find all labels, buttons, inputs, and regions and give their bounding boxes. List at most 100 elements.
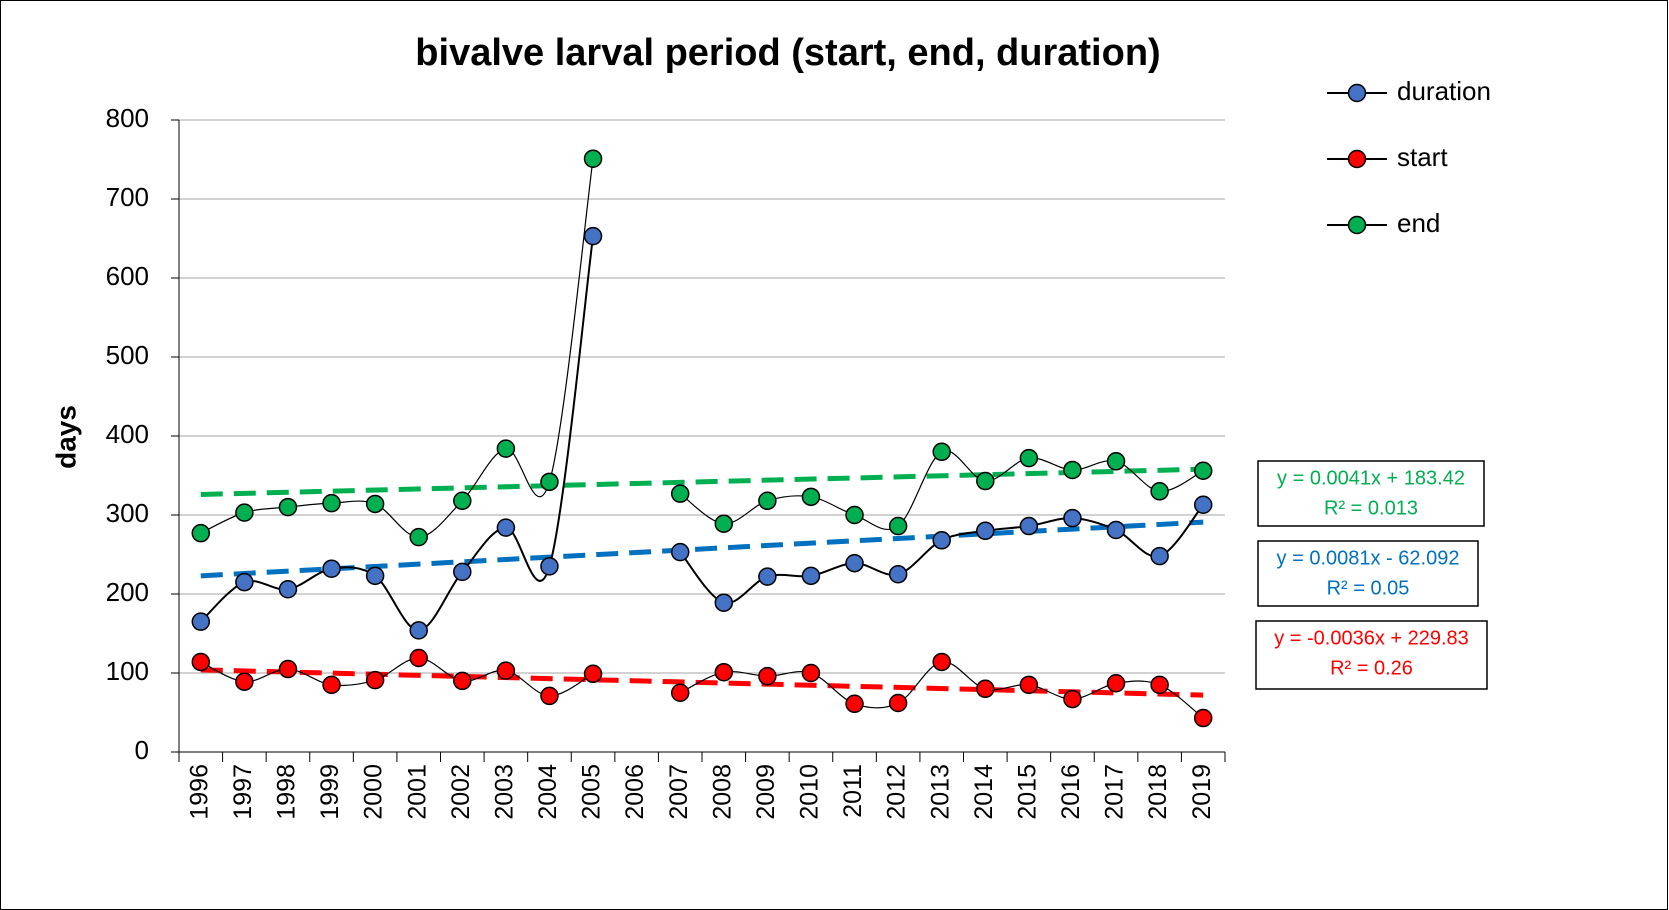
data-point xyxy=(1019,516,1039,536)
data-point xyxy=(409,527,428,547)
x-tick-label: 2019 xyxy=(1188,764,1216,820)
data-point xyxy=(540,686,559,706)
x-tick-label: 2010 xyxy=(796,764,824,820)
data-point xyxy=(540,557,559,576)
y-tick-label: 500 xyxy=(106,340,149,370)
data-point xyxy=(1063,689,1082,709)
data-point xyxy=(1106,520,1126,540)
data-point xyxy=(322,559,341,578)
x-tick-label: 2003 xyxy=(490,764,518,820)
y-tick-label: 300 xyxy=(106,498,149,528)
data-point xyxy=(888,565,908,584)
data-point xyxy=(976,679,995,699)
data-point xyxy=(583,149,603,168)
data-point xyxy=(496,661,516,680)
legend-label: duration xyxy=(1397,76,1491,106)
data-point xyxy=(670,683,690,702)
y-tick-label: 400 xyxy=(106,419,149,449)
x-tick-label: 2000 xyxy=(360,764,388,820)
data-point xyxy=(496,518,516,537)
trend-line xyxy=(200,667,1204,698)
data-point xyxy=(278,497,298,517)
data-point xyxy=(278,580,298,599)
x-tick-label: 2018 xyxy=(1144,764,1172,820)
equation-text: y = 0.0041x + 183.42 xyxy=(1277,467,1465,489)
x-tick-label: 2016 xyxy=(1057,764,1085,820)
x-tick-label: 2017 xyxy=(1101,764,1129,820)
data-point xyxy=(322,493,341,513)
data-point xyxy=(235,503,254,522)
data-point xyxy=(583,226,603,246)
y-tick-label: 0 xyxy=(135,735,149,765)
data-point xyxy=(976,521,995,541)
legend-label: start xyxy=(1397,142,1448,172)
data-point xyxy=(322,675,341,695)
equation-box xyxy=(1255,620,1488,690)
x-tick-label: 2012 xyxy=(883,764,911,820)
data-point xyxy=(845,505,864,525)
data-point xyxy=(1063,508,1082,528)
data-point xyxy=(801,663,821,683)
equation-text: R² = 0.013 xyxy=(1324,497,1418,519)
data-point xyxy=(409,648,428,668)
equation-box xyxy=(1257,460,1485,527)
equation-text: R² = 0.05 xyxy=(1327,577,1410,599)
data-point xyxy=(845,553,864,573)
data-point xyxy=(1019,448,1039,468)
data-point xyxy=(932,442,951,462)
x-tick-label: 2001 xyxy=(403,764,431,820)
data-point xyxy=(365,494,385,514)
legend-label: end xyxy=(1397,208,1440,238)
equation-box xyxy=(1257,540,1479,607)
x-tick-label: 2007 xyxy=(665,764,693,820)
data-point xyxy=(801,566,821,586)
data-point xyxy=(888,516,908,536)
x-tick-label: 1997 xyxy=(229,764,257,820)
y-tick-label: 800 xyxy=(106,103,149,133)
y-tick-label: 200 xyxy=(106,577,149,607)
x-tick-label: 2015 xyxy=(1013,764,1041,820)
data-point xyxy=(1106,452,1126,471)
data-point xyxy=(845,694,864,714)
data-point xyxy=(1193,461,1213,481)
data-point xyxy=(714,662,734,682)
y-axis-label: days xyxy=(50,405,81,469)
data-point xyxy=(453,562,472,582)
data-point xyxy=(714,593,734,612)
data-point xyxy=(365,566,385,586)
x-tick-label: 2014 xyxy=(970,764,998,820)
x-tick-label: 1999 xyxy=(316,764,344,820)
data-point xyxy=(191,523,211,543)
data-point xyxy=(1193,495,1213,514)
data-point xyxy=(191,652,211,672)
data-point xyxy=(976,471,995,491)
data-point xyxy=(670,484,690,503)
y-tick-label: 600 xyxy=(106,261,149,291)
data-point xyxy=(1193,708,1213,728)
data-point xyxy=(235,672,254,691)
data-point xyxy=(365,670,385,690)
equation-text: R² = 0.26 xyxy=(1330,657,1413,679)
x-tick-label: 2006 xyxy=(621,764,649,820)
data-point xyxy=(409,621,428,640)
data-point xyxy=(888,693,908,713)
data-point xyxy=(1106,674,1126,693)
x-tick-label: 2004 xyxy=(534,764,562,820)
data-point xyxy=(801,487,821,507)
legend-marker xyxy=(1347,215,1367,235)
data-point xyxy=(758,666,777,686)
y-tick-label: 100 xyxy=(106,656,149,686)
data-point xyxy=(453,491,472,511)
x-tick-label: 2011 xyxy=(839,764,867,818)
data-point xyxy=(714,514,734,533)
x-tick-label: 2013 xyxy=(926,764,954,820)
chart-title: bivalve larval period (start, end, durat… xyxy=(415,32,1160,74)
legend-marker xyxy=(1347,83,1367,103)
data-point xyxy=(1019,675,1039,695)
data-point xyxy=(670,542,690,562)
x-tick-label: 1998 xyxy=(273,764,301,820)
data-point xyxy=(235,572,254,592)
data-point xyxy=(932,652,951,672)
